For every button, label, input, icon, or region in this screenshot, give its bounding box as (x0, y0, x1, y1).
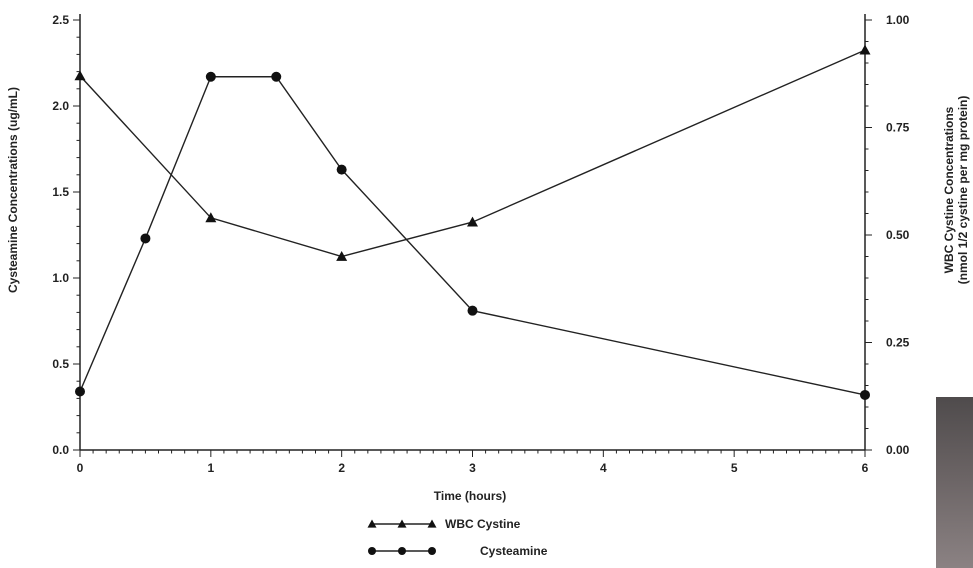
y-right-tick-label: 0.75 (886, 121, 910, 135)
legend-marker-cysteamine (368, 547, 376, 555)
right-y-axis-title-line2: (nmol 1/2 cystine per mg protein) (956, 96, 970, 285)
legend-marker-cysteamine (428, 547, 436, 555)
data-point-wbc-cystine (467, 216, 478, 227)
data-point-cysteamine (205, 71, 216, 82)
x-ticks: 0 1 2 3 4 5 6 (77, 450, 869, 475)
data-point-wbc-cystine (205, 212, 217, 223)
legend-marker-wbc-cystine (367, 519, 377, 528)
series-layer (74, 44, 871, 400)
data-point-cysteamine (75, 386, 85, 397)
series-line-cysteamine (79, 76, 866, 396)
y-left-tick-label: 0.0 (52, 443, 69, 457)
data-point-cysteamine (467, 305, 478, 316)
data-point-wbc-cystine (74, 70, 86, 81)
right-y-axis-title-line1: WBC Cystine Concentrations (942, 106, 956, 273)
y-left-tick-label: 1.0 (52, 271, 69, 285)
x-tick-label: 5 (731, 461, 738, 475)
data-point-wbc-cystine (336, 251, 348, 261)
data-point-cysteamine (336, 164, 347, 175)
plot-frame (79, 14, 866, 451)
x-tick-label: 2 (338, 461, 345, 475)
data-point-wbc-cystine (859, 44, 871, 55)
y-left-tick-label: 2.5 (52, 13, 69, 27)
y-left-tick-label: 1.5 (52, 185, 69, 199)
y-left-tick-label: 0.5 (52, 357, 69, 371)
left-y-axis-title: Cysteamine Concentrations (ug/mL) (6, 87, 20, 293)
y-right-tick-label: 0.50 (886, 228, 910, 242)
photo-strip (936, 397, 973, 568)
x-tick-label: 4 (600, 461, 607, 475)
y-right-tick-label: 0.00 (886, 443, 910, 457)
y-right-tick-label: 1.00 (886, 13, 910, 27)
legend-label-cysteamine: Cysteamine (480, 544, 548, 558)
x-axis-title: Time (hours) (434, 489, 506, 503)
x-tick-label: 6 (862, 461, 869, 475)
legend: WBC Cystine Cysteamine (367, 517, 548, 558)
data-point-cysteamine (271, 71, 282, 82)
right-y-ticks: 0.00 0.25 0.50 0.75 1.00 (865, 13, 910, 457)
legend-marker-cysteamine (398, 547, 406, 555)
x-tick-label: 0 (77, 461, 84, 475)
data-point-cysteamine (860, 389, 870, 400)
y-left-tick-label: 2.0 (52, 99, 69, 113)
legend-marker-wbc-cystine (397, 519, 407, 528)
x-tick-label: 3 (469, 461, 476, 475)
data-point-cysteamine (140, 233, 151, 244)
x-tick-label: 1 (207, 461, 214, 475)
y-right-tick-label: 0.25 (886, 336, 910, 350)
left-y-ticks: 0.0 0.5 1.0 1.5 2.0 2.5 (52, 13, 80, 457)
legend-label-wbc-cystine: WBC Cystine (445, 517, 521, 531)
legend-marker-wbc-cystine (427, 519, 437, 528)
